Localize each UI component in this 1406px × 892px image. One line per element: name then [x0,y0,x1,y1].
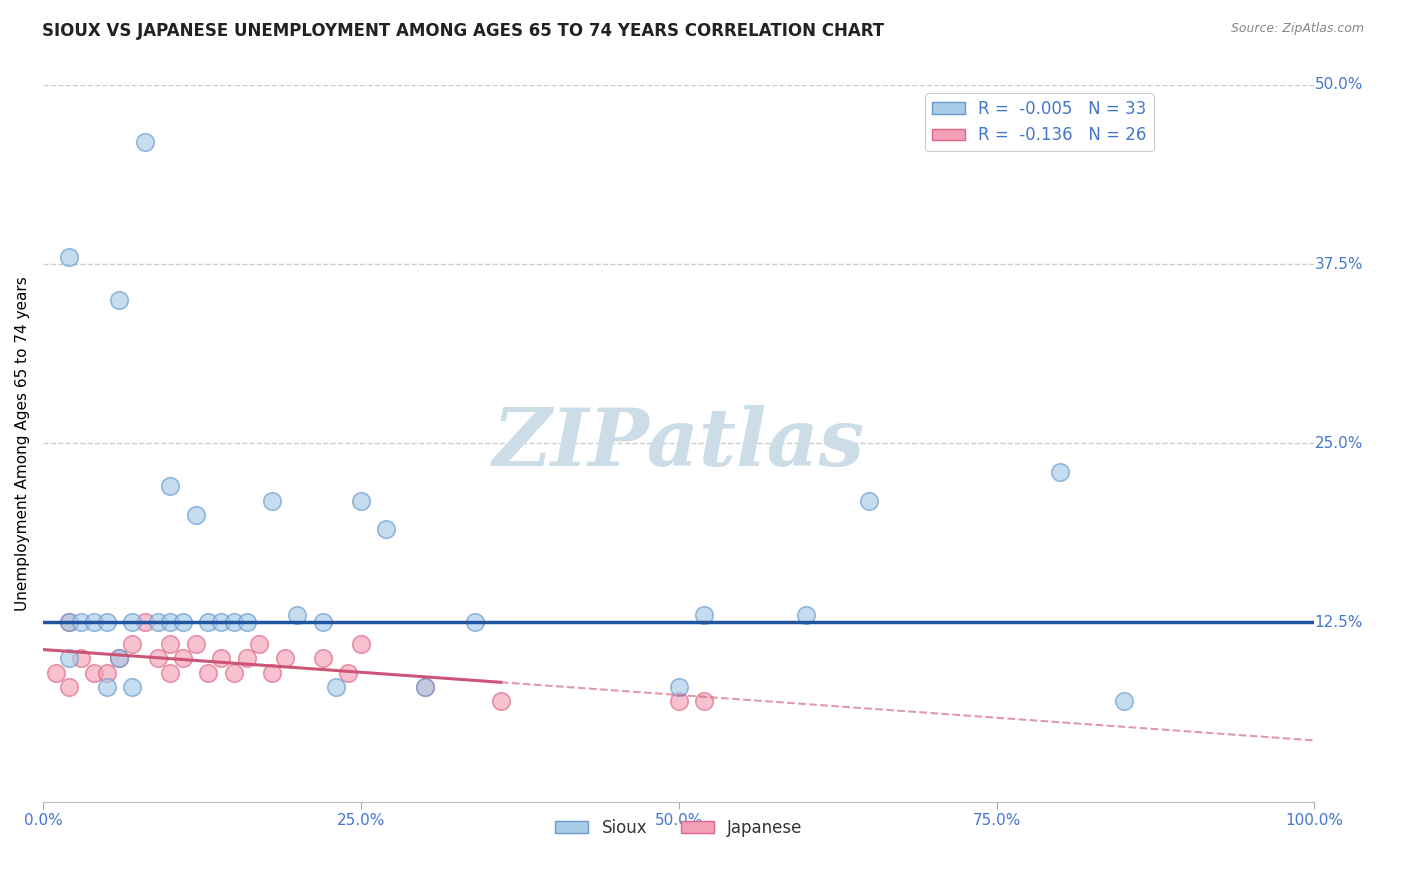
Point [96,665,118,680]
Point [96,680,118,694]
Text: 50.0%: 50.0% [1315,78,1362,93]
Point [159,479,181,493]
Point [209,615,232,630]
Point [159,665,181,680]
Point [247,637,270,651]
Point [858,493,880,508]
Point [184,508,207,522]
Legend: Sioux, Japanese: Sioux, Japanese [548,812,810,844]
Point [794,608,817,623]
Point [58,615,80,630]
Point [146,615,169,630]
Point [350,493,373,508]
Point [489,694,512,708]
Point [222,665,245,680]
Point [375,522,398,536]
Text: ZIPatlas: ZIPatlas [492,404,865,482]
Text: Source: ZipAtlas.com: Source: ZipAtlas.com [1230,22,1364,36]
Point [668,694,690,708]
Point [159,615,181,630]
Point [337,665,360,680]
Point [172,651,194,665]
Point [184,637,207,651]
Point [413,680,436,694]
Point [197,615,219,630]
Point [134,615,156,630]
Point [83,615,105,630]
Point [209,651,232,665]
Point [287,608,309,623]
Point [668,680,690,694]
Point [1049,465,1071,479]
Point [325,680,347,694]
Point [70,615,93,630]
Point [121,637,143,651]
Point [58,250,80,264]
Point [58,615,80,630]
Y-axis label: Unemployment Among Ages 65 to 74 years: Unemployment Among Ages 65 to 74 years [15,276,30,611]
Point [121,615,143,630]
Point [693,694,716,708]
Point [1112,694,1135,708]
Point [146,651,169,665]
Point [350,637,373,651]
Point [70,651,93,665]
Point [274,651,297,665]
Point [58,651,80,665]
Point [108,293,131,307]
Text: 12.5%: 12.5% [1315,615,1362,630]
Point [83,665,105,680]
Point [312,651,335,665]
Point [413,680,436,694]
Point [45,665,67,680]
Point [121,680,143,694]
Point [222,615,245,630]
Point [197,665,219,680]
Point [172,615,194,630]
Point [235,615,257,630]
Point [235,651,257,665]
Text: SIOUX VS JAPANESE UNEMPLOYMENT AMONG AGES 65 TO 74 YEARS CORRELATION CHART: SIOUX VS JAPANESE UNEMPLOYMENT AMONG AGE… [42,22,884,40]
Point [159,637,181,651]
Text: 25.0%: 25.0% [1315,436,1362,450]
Point [693,608,716,623]
Point [134,135,156,149]
Point [312,615,335,630]
Point [260,493,283,508]
Text: 37.5%: 37.5% [1315,257,1362,271]
Point [108,651,131,665]
Point [260,665,283,680]
Point [96,615,118,630]
Point [108,651,131,665]
Point [464,615,486,630]
Point [58,680,80,694]
